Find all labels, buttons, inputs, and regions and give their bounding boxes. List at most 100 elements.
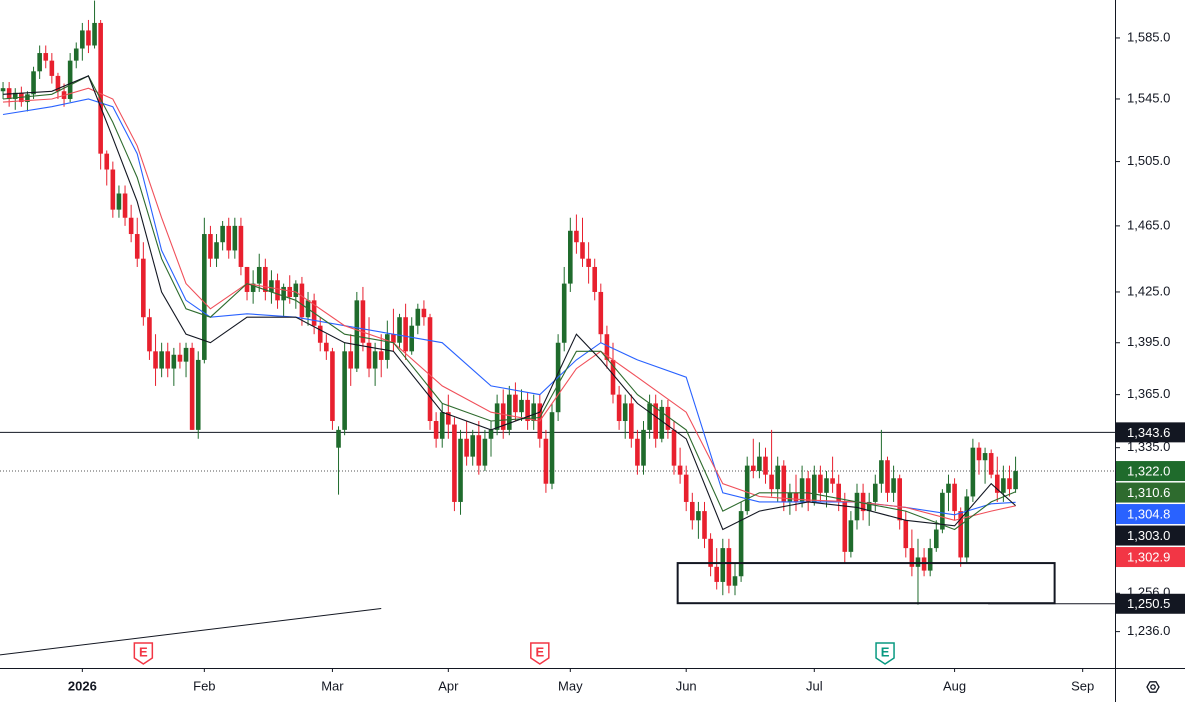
candle-body — [775, 465, 780, 490]
candle-body — [982, 453, 988, 461]
candle-body — [195, 359, 201, 430]
candle-body — [409, 325, 415, 352]
candle-body — [183, 347, 189, 362]
candle-body — [836, 483, 841, 502]
moving-average — [2, 75, 1016, 531]
candle-body — [202, 234, 207, 360]
candle-body — [446, 412, 451, 425]
candle-body — [635, 438, 640, 466]
candle-body — [482, 438, 488, 466]
price-label: 1,250.5 — [1127, 596, 1170, 611]
candle-body — [433, 421, 439, 439]
candle-body — [732, 576, 738, 586]
x-tick-label: Mar — [321, 678, 344, 693]
candle-body — [128, 217, 134, 235]
price-label-box — [1116, 422, 1185, 443]
candle-body — [879, 460, 884, 484]
candle-body — [458, 438, 463, 502]
candle-body — [842, 501, 848, 552]
earnings-event[interactable]: E — [133, 642, 154, 665]
candle-body — [281, 286, 286, 301]
x-tick-label: Feb — [193, 678, 215, 693]
x-tick-label: Jun — [676, 678, 697, 693]
x-tick-label: May — [558, 678, 583, 693]
candle-body — [372, 351, 378, 369]
candle-body — [781, 465, 787, 502]
candle-body — [470, 435, 476, 457]
candle-body — [214, 242, 219, 259]
y-tick-label: 1,465.0 — [1127, 217, 1170, 232]
candle-body — [848, 520, 854, 552]
candle-body — [159, 351, 164, 369]
candle-body — [946, 483, 951, 493]
candle-body — [958, 511, 963, 558]
candle-body — [385, 334, 390, 360]
candle-body — [598, 291, 604, 335]
candle-body — [909, 548, 915, 567]
candle-body — [464, 438, 469, 457]
candle-body — [866, 501, 872, 512]
candle-body — [31, 71, 36, 95]
candle-body — [580, 242, 585, 259]
candle-body — [49, 60, 55, 76]
candle-body — [1013, 471, 1018, 490]
candle-body — [171, 354, 177, 369]
candle-body — [43, 53, 49, 61]
price-label-box — [1116, 525, 1185, 546]
x-tick-label: Sep — [1071, 678, 1094, 693]
candle-body — [378, 351, 384, 360]
candle-body — [452, 424, 457, 502]
candle-body — [98, 22, 103, 154]
candle-body — [683, 474, 689, 502]
candle-body — [232, 225, 238, 251]
candle-body — [73, 48, 79, 61]
event-icon — [530, 642, 550, 665]
candle-body — [622, 403, 628, 422]
candle-body — [854, 492, 860, 521]
candle-body — [940, 492, 945, 530]
candle-body — [110, 169, 116, 210]
candle-body — [324, 342, 329, 352]
candle-body — [561, 283, 567, 343]
candle-body — [134, 234, 140, 259]
candle-body — [391, 334, 396, 343]
earnings-event[interactable]: E — [875, 642, 895, 665]
candle-body — [153, 351, 158, 369]
y-tick-label: 1,236.0 — [1127, 623, 1170, 638]
candle-body — [397, 317, 402, 343]
earnings-event[interactable]: E — [530, 642, 550, 665]
candle-body — [147, 317, 152, 352]
candle-body — [860, 492, 866, 512]
candle-body — [629, 403, 634, 439]
candle-body — [415, 308, 421, 326]
settings-hex — [1146, 681, 1160, 693]
settings-icon[interactable] — [1146, 681, 1160, 693]
candle-body — [708, 538, 713, 567]
price-label: 1,302.9 — [1127, 549, 1170, 564]
y-tick-label: 1,505.0 — [1127, 153, 1170, 168]
candle-body — [507, 394, 512, 430]
candle-body — [702, 511, 707, 539]
event-icon — [875, 642, 895, 665]
candle-body — [799, 478, 805, 502]
candle-body — [427, 317, 433, 422]
candle-body — [811, 474, 817, 502]
event-label: E — [881, 644, 890, 659]
candle-body — [439, 412, 445, 439]
candle-body — [720, 548, 726, 582]
candle-body — [568, 230, 573, 284]
candle-body — [220, 225, 225, 243]
candle-body — [604, 334, 610, 360]
candle-body — [586, 258, 591, 267]
candle-body — [0, 88, 6, 92]
candle-body — [269, 280, 274, 292]
candle-body — [67, 60, 73, 99]
candle-body — [55, 75, 61, 92]
candle-body — [208, 234, 213, 259]
candle-body — [488, 429, 494, 439]
candle-body — [696, 511, 701, 521]
candle-body — [988, 453, 994, 475]
candle-body — [513, 394, 518, 413]
candle-body — [677, 465, 683, 475]
